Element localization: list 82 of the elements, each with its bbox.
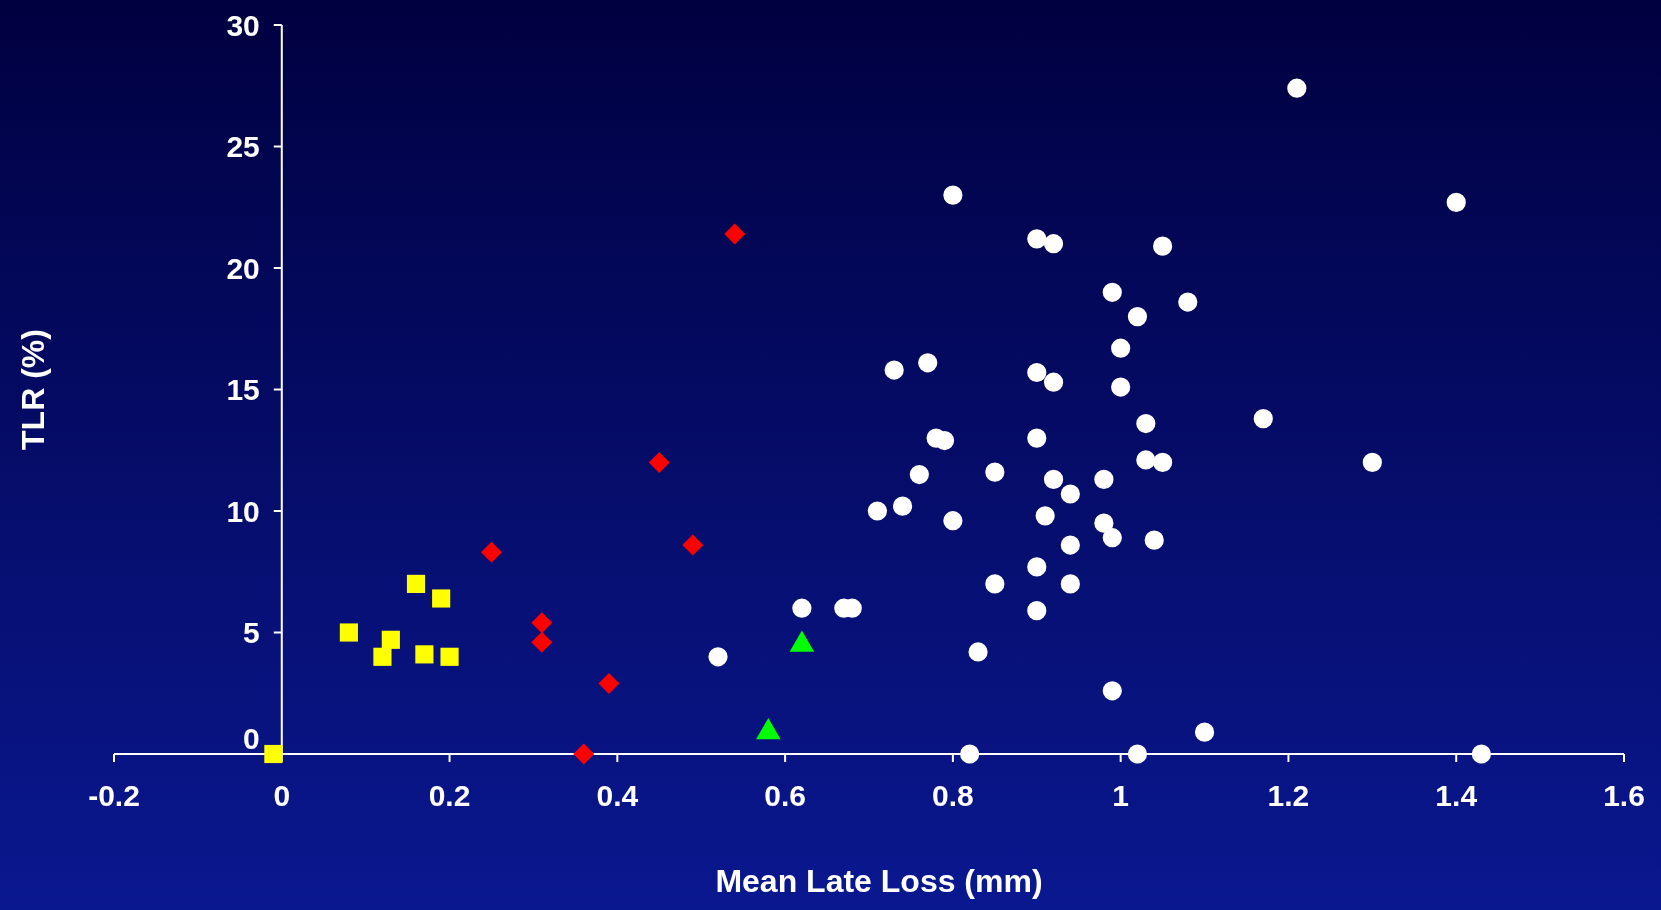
- point: [381, 630, 400, 649]
- point: [1362, 452, 1382, 472]
- point: [985, 574, 1005, 594]
- point: [573, 743, 595, 765]
- y-tick-label: 10: [226, 494, 260, 528]
- point: [867, 501, 887, 521]
- point: [1102, 528, 1122, 548]
- point: [1136, 413, 1156, 434]
- point: [1035, 506, 1055, 526]
- point: [1253, 409, 1273, 429]
- point: [598, 673, 620, 695]
- point: [1060, 574, 1080, 594]
- point: [1060, 535, 1080, 555]
- point: [934, 430, 955, 451]
- y-tick-label: 15: [226, 373, 260, 406]
- point: [1043, 372, 1064, 392]
- point: [481, 541, 502, 563]
- point: [682, 534, 704, 556]
- x-axis-title: Mean Late Loss (mm): [715, 863, 1043, 899]
- point: [1194, 722, 1215, 742]
- point: [406, 574, 426, 593]
- point: [1153, 236, 1173, 256]
- y-axis-title: TLR (%): [15, 329, 51, 450]
- y-tick-label: 5: [243, 616, 260, 649]
- y-tick-label: 25: [226, 130, 260, 163]
- point: [985, 462, 1005, 482]
- x-tick-label: -0.2: [88, 779, 140, 812]
- point: [1027, 428, 1047, 448]
- x-tick-label: 1.2: [1267, 779, 1310, 812]
- point: [1094, 513, 1114, 533]
- y-tick-label: 20: [226, 251, 260, 285]
- point: [1446, 192, 1466, 212]
- point: [1027, 362, 1047, 383]
- point: [1111, 377, 1131, 397]
- x-tick-label: 0.2: [428, 779, 471, 812]
- y-tick-label: 0: [243, 722, 260, 755]
- point: [892, 496, 913, 516]
- point: [943, 185, 963, 205]
- point: [792, 598, 812, 618]
- point: [531, 612, 553, 634]
- point: [264, 744, 283, 764]
- point: [943, 511, 963, 531]
- x-tick-label: 1: [1112, 779, 1130, 812]
- point: [909, 464, 929, 485]
- point: [1102, 681, 1122, 701]
- point: [415, 645, 434, 664]
- point: [724, 223, 746, 245]
- point: [1060, 484, 1080, 504]
- x-tick-label: 0.8: [932, 779, 974, 812]
- point: [968, 642, 988, 662]
- point: [1027, 557, 1047, 577]
- point: [1043, 469, 1064, 489]
- point: [339, 623, 358, 642]
- x-tick-label: 0.4: [596, 779, 639, 812]
- point: [1027, 229, 1047, 249]
- point: [1027, 601, 1047, 621]
- point: [1043, 234, 1064, 254]
- y-tick-label: 30: [226, 8, 260, 42]
- point: [884, 360, 904, 380]
- point: [1102, 282, 1122, 302]
- point: [432, 589, 451, 608]
- point: [440, 647, 459, 666]
- point: [1144, 530, 1164, 550]
- point: [1127, 307, 1148, 327]
- point: [960, 744, 980, 764]
- point: [1094, 469, 1114, 489]
- point: [1136, 450, 1156, 470]
- point: [1178, 292, 1198, 312]
- point: [1471, 744, 1491, 764]
- x-tick-label: 0: [273, 779, 291, 812]
- point: [1287, 78, 1307, 98]
- point: [531, 631, 553, 653]
- x-tick-label: 1.6: [1603, 779, 1645, 812]
- point: [648, 451, 670, 473]
- point: [708, 647, 728, 667]
- point: [1153, 452, 1173, 472]
- x-tick-label: 1.4: [1435, 779, 1478, 812]
- point: [373, 647, 392, 666]
- point: [918, 353, 938, 373]
- point: [1111, 338, 1131, 358]
- point: [1127, 744, 1148, 764]
- x-tick-label: 0.6: [764, 779, 806, 812]
